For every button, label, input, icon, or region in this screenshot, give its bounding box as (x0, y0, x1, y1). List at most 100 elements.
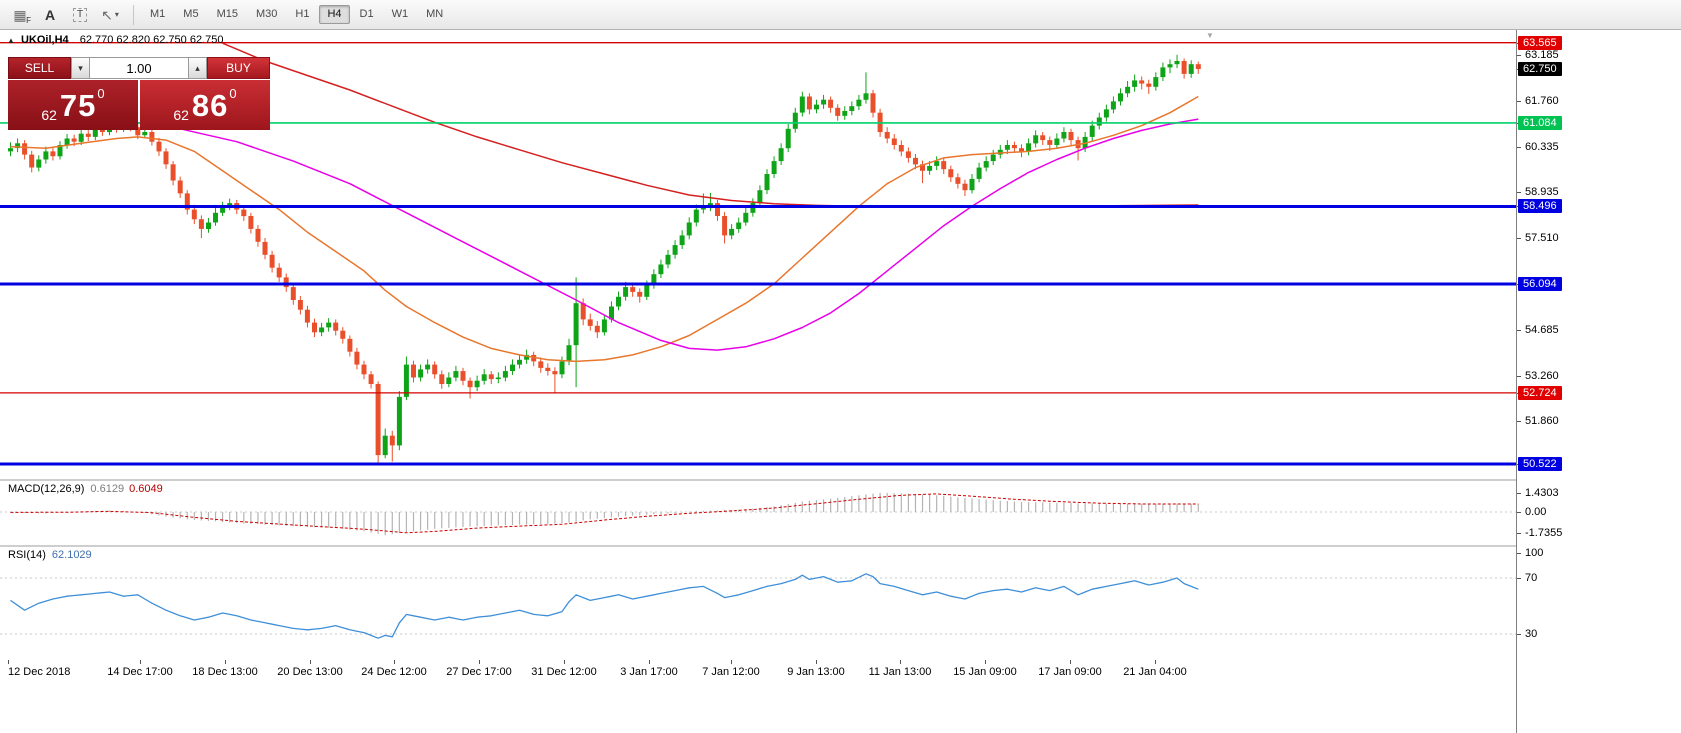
chart-canvas[interactable] (0, 30, 1516, 660)
buy-button[interactable]: BUY (207, 57, 270, 79)
time-tick-mark (649, 660, 650, 664)
axis-tick-mark (1517, 192, 1521, 194)
axis-tick-mark (1517, 329, 1521, 331)
buy-price-display[interactable]: 62 86 0 (140, 80, 270, 130)
axis-label-30: 30 (1525, 628, 1538, 640)
volume-decrease-button[interactable]: ▾ (71, 57, 90, 79)
price-badge-50.522: 50.522 (1518, 457, 1562, 471)
time-tick-mark (731, 660, 732, 664)
time-axis[interactable]: 12 Dec 2018 14 Dec 17:00 18 Dec 13:00 20 De… (0, 660, 1516, 684)
grid-f-label: F (26, 15, 31, 25)
sell-price-pips: 75 (59, 87, 97, 123)
one-click-trading-widget: SELL ▾ ▴ BUY 62 75 0 62 86 (8, 57, 270, 130)
axis-label-63.185: 63.185 (1525, 49, 1559, 61)
chevron-down-icon: ▾ (78, 62, 83, 73)
axis-tick-mark (1517, 578, 1521, 579)
axis-tick-mark (1517, 634, 1521, 635)
axis-label-70: 70 (1525, 572, 1538, 584)
macd-signal-value: 0.6049 (129, 483, 163, 495)
axis-tick-mark (1517, 147, 1521, 149)
timeframe-m5[interactable]: M5 (183, 8, 199, 20)
ohlc-values: 62.770 62.820 62.750 62.750 (79, 34, 224, 46)
axis-label-60.335: 60.335 (1525, 141, 1559, 154)
price-axis[interactable]: 63.565 63.185 62.750 61.760 61.084 60.335 58.9… (1516, 30, 1681, 733)
grid-icon: ▦ (13, 6, 27, 23)
text-annotation-button[interactable]: A (36, 3, 64, 27)
timeframe-m1[interactable]: M1 (150, 8, 166, 20)
chart-symbol-header: ▲ UKOil,H4 62.770 62.820 62.750 62.750 (7, 34, 223, 46)
time-tick-mark (985, 660, 986, 664)
axis-tick-mark (1517, 512, 1521, 513)
axis-tick-mark (1517, 493, 1521, 494)
macd-indicator-label: MACD(12,26,9) 0.6129 0.6049 (8, 483, 163, 495)
time-tick-mark (1070, 660, 1071, 664)
time-tick-mark (1155, 660, 1156, 664)
grid-tool-button[interactable]: ▦ F (6, 3, 34, 27)
axis-tick-mark (1517, 101, 1521, 103)
sell-price-display[interactable]: 62 75 0 (8, 80, 138, 130)
chart-shift-marker-icon: ▼ (1206, 31, 1214, 40)
time-label: 15 Jan 09:00 (953, 666, 1017, 678)
time-label: 17 Jan 09:00 (1038, 666, 1102, 678)
timeframe-w1[interactable]: W1 (391, 8, 409, 20)
time-label: 7 Jan 12:00 (702, 666, 760, 678)
price-badge-52.724: 52.724 (1518, 385, 1562, 400)
chart-area[interactable]: ▲ UKOil,H4 62.770 62.820 62.750 62.750 ▼… (0, 30, 1516, 661)
price-badge-61.084: 61.084 (1518, 115, 1562, 130)
volume-input[interactable] (90, 57, 188, 79)
axis-label-53.260: 53.260 (1525, 369, 1559, 382)
buy-price-point: 0 (229, 86, 237, 101)
price-badge-58.496: 58.496 (1518, 199, 1562, 214)
time-label: 20 Dec 13:00 (277, 666, 343, 678)
timeframe-d1[interactable]: D1 (359, 8, 374, 20)
axis-label-54.685: 54.685 (1525, 323, 1559, 336)
time-label: 12 Dec 2018 (8, 666, 71, 678)
price-badge-63.565: 63.565 (1518, 35, 1562, 50)
price-badge-62.750: 62.750 (1518, 62, 1562, 77)
axis-tick-mark (1517, 420, 1521, 422)
axis-tick-mark (1517, 553, 1521, 554)
timeframe-m30[interactable]: M30 (255, 8, 278, 20)
letter-a-icon: A (44, 6, 56, 23)
timeframe-m15[interactable]: M15 (216, 8, 238, 20)
axis-label-1.4303: 1.4303 (1525, 487, 1559, 499)
time-tick-mark (479, 660, 480, 664)
time-label: 24 Dec 12:00 (361, 666, 427, 678)
price-badge-56.094: 56.094 (1518, 277, 1562, 292)
axis-label-0.00: 0.00 (1525, 506, 1547, 518)
time-tick-mark (140, 660, 141, 664)
axis-label-51.860: 51.860 (1525, 414, 1559, 427)
cursor-tool-button[interactable]: ↖ ▾ (96, 3, 124, 27)
axis-tick-mark (1517, 375, 1521, 377)
time-tick-mark (816, 660, 817, 664)
rsi-name: RSI(14) (8, 549, 46, 561)
time-tick-mark (8, 660, 9, 664)
time-tick-mark (310, 660, 311, 664)
symbol-label: UKOil,H4 (20, 34, 69, 46)
timeframe-h4[interactable]: H4 (319, 5, 350, 24)
chevron-up-icon: ▴ (195, 62, 200, 73)
axis-label--1.7355: -1.7355 (1525, 527, 1563, 539)
axis-tick-mark (1517, 533, 1521, 534)
buy-price-whole: 62 (173, 107, 189, 123)
buy-price-pips: 86 (191, 87, 229, 123)
axis-tick-mark (1517, 238, 1521, 240)
timeframe-mn[interactable]: MN (426, 8, 444, 20)
axis-label-61.760: 61.760 (1525, 95, 1559, 108)
one-click-collapse-icon[interactable]: ▲ (7, 36, 15, 45)
cursor-icon: ↖ (101, 6, 113, 23)
time-tick-mark (564, 660, 565, 664)
time-tick-mark (225, 660, 226, 664)
sell-price-whole: 62 (41, 107, 57, 123)
macd-name: MACD(12,26,9) (8, 483, 85, 495)
timeframe-h1[interactable]: H1 (295, 8, 310, 20)
volume-increase-button[interactable]: ▴ (188, 57, 207, 79)
time-tick-mark (900, 660, 901, 664)
time-label: 14 Dec 17:00 (107, 666, 173, 678)
sell-button[interactable]: SELL (8, 57, 71, 79)
text-tool-button[interactable]: T (66, 3, 94, 27)
time-label: 27 Dec 17:00 (446, 666, 512, 678)
timeframe-group: M1 M5 M15 M30 H1 H4 D1 W1 MN (141, 5, 452, 24)
time-label: 9 Jan 13:00 (787, 666, 845, 678)
